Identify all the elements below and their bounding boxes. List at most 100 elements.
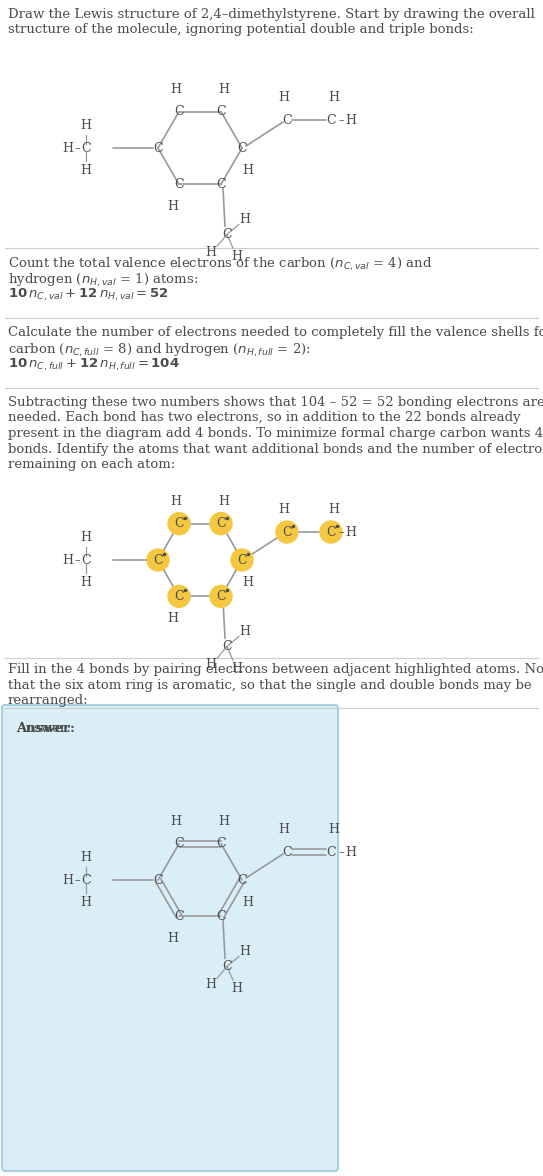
Text: H: H [279,823,289,836]
Text: C: C [282,846,292,858]
Text: hydrogen ($n_{H,val}$ = 1) atoms:: hydrogen ($n_{H,val}$ = 1) atoms: [8,272,198,288]
Text: H: H [80,163,92,178]
Text: C: C [81,874,91,887]
Text: C: C [216,178,226,191]
Text: C: C [326,114,336,127]
Text: carbon ($n_{C,full}$ = 8) and hydrogen ($n_{H,full}$ = 2):: carbon ($n_{C,full}$ = 8) and hydrogen (… [8,341,311,359]
Text: H: H [80,896,92,909]
Text: C: C [174,178,184,191]
Text: C: C [174,517,184,530]
Text: C: C [237,141,247,154]
Text: H: H [279,91,289,103]
Text: C: C [153,554,163,567]
Circle shape [168,513,190,535]
Text: H: H [345,526,357,539]
Text: C: C [174,910,184,923]
Text: –: – [338,527,344,537]
Text: C: C [174,105,184,118]
Text: H: H [171,495,181,508]
Text: C: C [222,640,232,653]
Text: Fill in the 4 bonds by pairing electrons between adjacent highlighted atoms. Not: Fill in the 4 bonds by pairing electrons… [8,663,543,676]
Text: H: H [80,532,92,544]
Circle shape [276,521,298,543]
Text: H: H [329,823,339,836]
Text: H: H [231,982,243,995]
Text: H: H [205,246,217,259]
Text: –: – [338,115,344,125]
Text: bonds. Identify the atoms that want additional bonds and the number of electrons: bonds. Identify the atoms that want addi… [8,442,543,455]
Text: C: C [216,910,226,923]
Text: C: C [326,526,336,539]
Text: H: H [239,944,250,958]
Text: C: C [216,837,226,850]
Text: –: – [74,143,80,153]
Text: C: C [174,837,184,850]
Text: Answer:: Answer: [16,722,71,735]
Text: Answer:: Answer: [16,722,75,735]
Text: C: C [216,517,226,530]
Text: H: H [167,200,179,213]
Text: C: C [216,590,226,603]
Circle shape [231,549,253,572]
Text: H: H [171,82,181,95]
Text: H: H [329,91,339,103]
Text: C: C [153,874,163,887]
Text: H: H [239,213,250,226]
Text: C: C [237,874,247,887]
Text: H: H [218,495,230,508]
Text: Subtracting these two numbers shows that 104 – 52 = 52 bonding electrons are: Subtracting these two numbers shows that… [8,396,543,409]
Text: H: H [218,815,230,828]
Text: H: H [243,576,254,589]
Text: C: C [222,228,232,241]
Text: H: H [62,554,73,567]
Text: $\mathbf{10}\,n_{C,full} + \mathbf{12}\,n_{H,full} = \mathbf{104}$: $\mathbf{10}\,n_{C,full} + \mathbf{12}\,… [8,358,180,374]
Text: H: H [205,978,217,991]
Text: H: H [205,657,217,670]
Text: C: C [282,526,292,539]
Text: H: H [231,249,243,263]
Text: H: H [80,576,92,589]
Text: present in the diagram add 4 bonds. To minimize formal charge carbon wants 4: present in the diagram add 4 bonds. To m… [8,427,543,440]
Text: H: H [345,846,357,858]
Circle shape [320,521,342,543]
Text: H: H [243,896,254,909]
Text: H: H [171,815,181,828]
Circle shape [210,586,232,607]
Text: C: C [81,554,91,567]
Text: C: C [174,590,184,603]
Text: H: H [329,503,339,516]
Text: that the six atom ring is aromatic, so that the single and double bonds may be: that the six atom ring is aromatic, so t… [8,679,532,691]
FancyBboxPatch shape [2,704,338,1171]
Text: Draw the Lewis structure of 2,4–dimethylstyrene. Start by drawing the overall: Draw the Lewis structure of 2,4–dimethyl… [8,8,535,21]
Text: –: – [74,875,80,886]
Text: needed. Each bond has two electrons, so in addition to the 22 bonds already: needed. Each bond has two electrons, so … [8,412,521,425]
Text: H: H [62,141,73,154]
Text: C: C [153,141,163,154]
Text: H: H [62,874,73,887]
Text: C: C [216,105,226,118]
Text: H: H [167,933,179,946]
Text: H: H [239,624,250,637]
Text: C: C [81,141,91,154]
Text: H: H [80,119,92,132]
Text: H: H [243,163,254,178]
Text: Calculate the number of electrons needed to completely fill the valence shells f: Calculate the number of electrons needed… [8,326,543,339]
Text: C: C [222,960,232,973]
Circle shape [168,586,190,607]
Text: $\mathbf{10}\,n_{C,val} + \mathbf{12}\,n_{H,val} = \mathbf{52}$: $\mathbf{10}\,n_{C,val} + \mathbf{12}\,n… [8,287,169,303]
Text: H: H [80,851,92,864]
Text: C: C [237,554,247,567]
Circle shape [210,513,232,535]
Circle shape [147,549,169,572]
Text: H: H [231,662,243,675]
Text: H: H [345,114,357,127]
Text: rearranged:: rearranged: [8,694,89,707]
Text: H: H [279,503,289,516]
Text: –: – [338,847,344,857]
Text: Count the total valence electrons of the carbon ($n_{C,val}$ = 4) and: Count the total valence electrons of the… [8,256,432,273]
Text: C: C [282,114,292,127]
Text: H: H [167,613,179,626]
Text: H: H [218,82,230,95]
Text: remaining on each atom:: remaining on each atom: [8,457,175,472]
Text: structure of the molecule, ignoring potential double and triple bonds:: structure of the molecule, ignoring pote… [8,24,473,36]
